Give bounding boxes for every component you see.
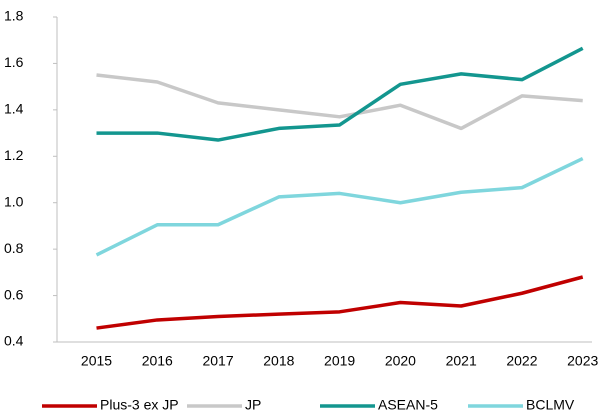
series-line [96,46,584,142]
y-tick-label: 1.6 [4,54,24,70]
series-line [95,157,584,257]
x-tick-label: 2017 [202,353,233,369]
legend-label: BCLMV [526,397,575,413]
y-tick-label: 1.4 [4,101,24,117]
x-tick-label: 2016 [142,353,173,369]
legend-label: ASEAN-5 [378,397,438,413]
y-tick-label: 1.2 [4,147,24,163]
x-tick-label: 2021 [446,353,477,369]
x-tick-label: 2023 [567,353,598,369]
x-tick-label: 2015 [81,353,112,369]
x-tick-label: 2018 [263,353,294,369]
x-tick-label: 2022 [506,353,537,369]
x-tick-label: 2020 [385,353,416,369]
series-line [96,73,583,131]
legend-label: Plus-3 ex JP [100,397,179,413]
series-line [96,275,584,330]
y-tick-label: 1.0 [4,193,24,209]
y-tick-label: 0.4 [4,333,24,349]
y-tick-label: 1.8 [4,8,24,24]
y-tick-label: 0.6 [4,286,24,302]
y-tick-label: 0.8 [4,240,24,256]
x-tick-label: 2019 [324,353,355,369]
legend-label: JP [245,397,261,413]
